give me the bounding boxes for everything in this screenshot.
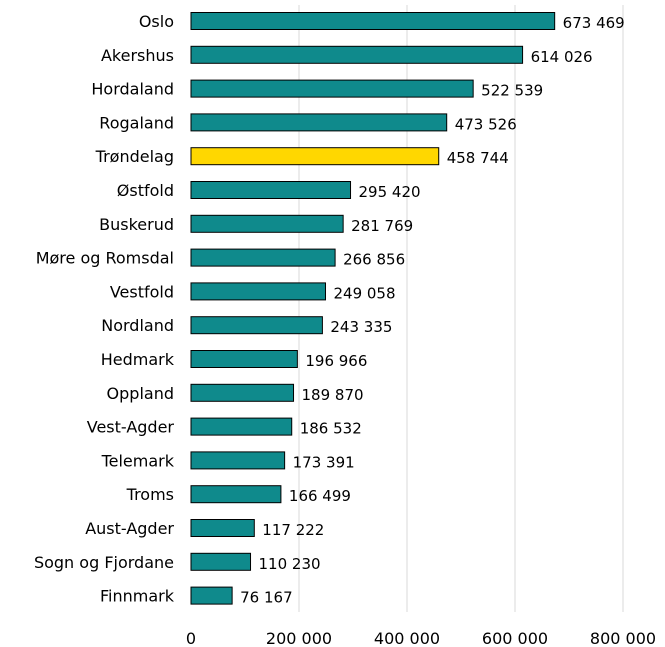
value-labels: 673 469 614 026 522 539 473 526 458 744 295 4… — [240, 14, 625, 607]
bar — [190, 586, 233, 605]
x-tick-label: 600 000 — [482, 629, 548, 647]
value-label: 281 769 — [351, 217, 413, 235]
value-label: 522 539 — [481, 82, 543, 100]
bar — [190, 248, 336, 267]
category-label: Aust-Agder — [85, 519, 174, 538]
value-label: 673 469 — [563, 14, 625, 32]
category-labels: Oslo Akershus Hordaland Rogaland Trøndelag Øs… — [34, 12, 175, 606]
category-label: Oppland — [107, 384, 174, 403]
bar — [190, 451, 286, 470]
x-tick-label: 800 000 — [590, 629, 656, 647]
value-label: 614 026 — [531, 48, 593, 66]
category-label: Telemark — [101, 451, 175, 470]
value-label: 173 391 — [293, 453, 355, 471]
value-label: 196 966 — [305, 352, 367, 370]
value-label: 186 532 — [300, 420, 362, 438]
category-label: Nordland — [101, 316, 174, 335]
value-label: 266 856 — [343, 251, 405, 269]
category-label: Vest-Agder — [87, 418, 175, 437]
category-label: Østfold — [117, 181, 174, 200]
value-label: 243 335 — [330, 318, 392, 336]
bar — [190, 79, 474, 98]
gridlines — [298, 5, 624, 612]
category-label: Hedmark — [101, 350, 175, 369]
value-label: 117 222 — [262, 521, 324, 539]
value-label: 295 420 — [359, 183, 421, 201]
value-label: 249 058 — [333, 284, 395, 302]
bar — [190, 485, 282, 504]
bar — [190, 45, 524, 64]
bar — [190, 12, 556, 30]
category-label: Vestfold — [110, 282, 174, 301]
bar — [190, 350, 298, 368]
bar — [190, 282, 326, 301]
x-tick-label: 400 000 — [374, 629, 440, 647]
category-label: Troms — [126, 485, 174, 504]
value-label: 166 499 — [289, 487, 351, 505]
bar — [190, 417, 293, 436]
bar — [190, 214, 344, 233]
category-label: Hordaland — [91, 80, 174, 99]
bars — [190, 12, 556, 605]
category-label: Sogn og Fjordane — [34, 553, 174, 572]
bar — [190, 383, 295, 402]
category-label: Buskerud — [99, 215, 174, 234]
value-label: 458 744 — [447, 149, 509, 167]
category-label: Møre og Romsdal — [36, 249, 174, 268]
bar — [190, 181, 352, 199]
value-label: 76 167 — [240, 589, 293, 607]
bar — [190, 519, 255, 537]
category-label: Trøndelag — [95, 147, 174, 166]
category-label: Finnmark — [100, 587, 175, 606]
bar — [190, 147, 440, 166]
value-label: 110 230 — [259, 555, 321, 573]
category-label: Rogaland — [99, 113, 174, 132]
value-label: 189 870 — [302, 386, 364, 404]
x-axis-tick-labels: 0 200 000 400 000 600 000 800 000 — [186, 629, 656, 647]
x-tick-label: 0 — [186, 629, 196, 647]
x-tick-label: 200 000 — [266, 629, 332, 647]
category-label: Akershus — [101, 46, 174, 65]
bar — [190, 552, 252, 571]
value-label: 473 526 — [455, 115, 517, 133]
bar — [190, 113, 448, 132]
category-label: Oslo — [139, 12, 174, 31]
bar — [190, 316, 323, 335]
